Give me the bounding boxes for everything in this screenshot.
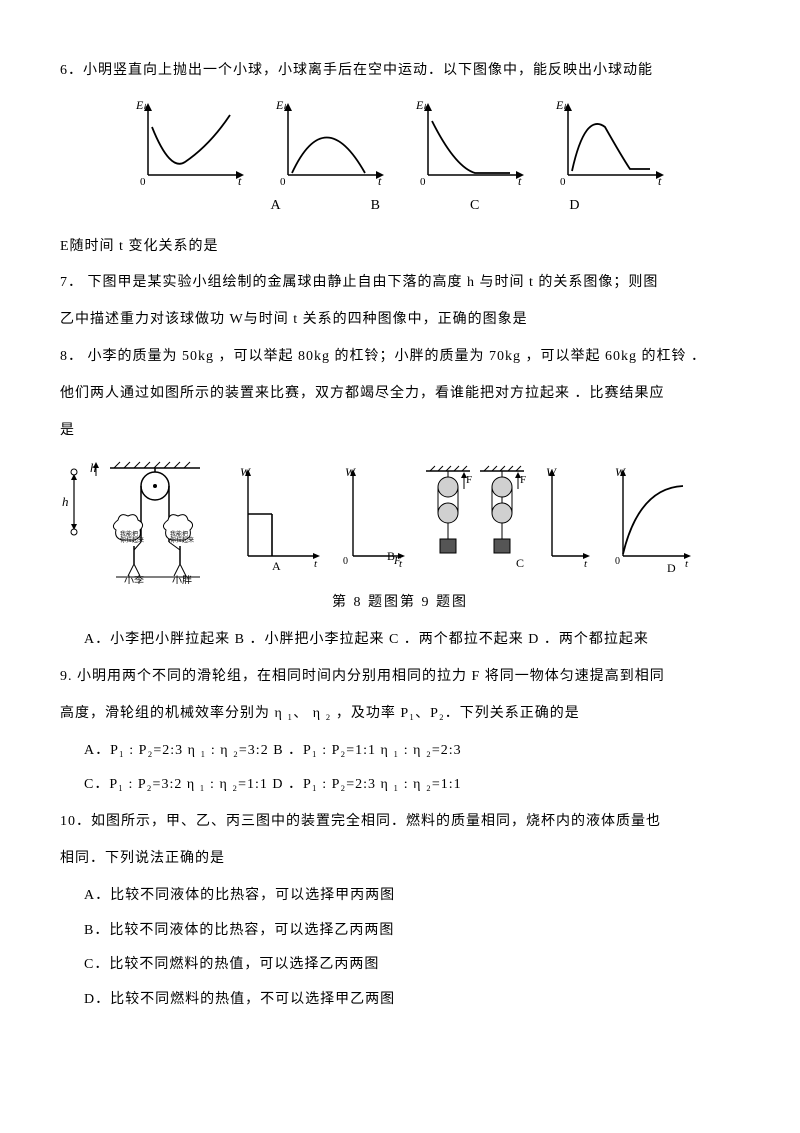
q6-graph-a: Eₖ 0 t: [130, 97, 250, 187]
svg-text:0: 0: [140, 176, 146, 187]
q6-label-d: D: [569, 191, 579, 222]
svg-text:我能把: 我能把: [170, 530, 188, 538]
q10-opt-a: A．比较不同液体的比热容，可以选择甲丙两图: [84, 881, 740, 912]
svg-text:C: C: [516, 556, 524, 570]
q6-label-a: A: [271, 191, 281, 222]
q8-left-diagram: h h 我能把 你拉起来 我能把: [60, 454, 220, 584]
q9-text: 9. 小明用两个不同的滑轮组，在相同时间内分别用相同的拉力 F 将同一物体匀速提…: [60, 662, 740, 693]
q10-opt-b: B．比较不同液体的比热容，可以选择乙丙两图: [84, 916, 740, 947]
q8-graph-a: W t A: [230, 464, 325, 574]
svg-text:0: 0: [615, 556, 620, 567]
svg-text:小李: 小李: [124, 574, 144, 584]
q8-pulley-pair: F F C: [420, 459, 530, 579]
svg-text:0: 0: [343, 556, 348, 567]
q10-text2: 相同．下列说法正确的是: [60, 844, 740, 875]
q8-options: A．小李把小胖拉起来 B ．小胖把小李拉起来 C ．两个都拉不起来 D ．两个都…: [60, 625, 740, 656]
q6-after: E随时间 t 变化关系的是: [60, 232, 740, 263]
svg-text:A: A: [272, 559, 281, 573]
svg-text:t: t: [584, 558, 588, 570]
q6-graph-c: Eₖ 0 t: [410, 97, 530, 187]
q6-graph-d: Eₖ 0 t: [550, 97, 670, 187]
q7-text2: 乙中描述重力对该球做功 W与时间 t 关系的四种图像中，正确的图象是: [60, 305, 740, 336]
q8-graph-d: W 0 t D: [605, 464, 700, 574]
q8-text: 8． 小李的质量为 50kg ，可以举起 80kg 的杠铃；小胖的质量为 70k…: [60, 342, 740, 373]
q10-text: 10．如图所示，甲、乙、丙三图中的装置完全相同．燃料的质量相同，烧杯内的液体质量…: [60, 807, 740, 838]
svg-text:F: F: [393, 555, 401, 567]
svg-text:0: 0: [420, 176, 426, 187]
svg-text:F: F: [520, 474, 526, 486]
q9-text2: 高度，滑轮组的机械效率分别为 η ₁、 η ₂ ，及功率 P₁、P₂．下列关系正…: [60, 699, 740, 730]
q9-opt-ab: A．P₁ : P₂=2:3 η ₁ : η ₂=3:2 B ．P₁ : P₂=1…: [84, 736, 740, 767]
svg-text:小胖: 小胖: [172, 575, 192, 584]
q7-text: 7． 下图甲是某实验小组绘制的金属球由静止自由下落的高度 h 与时间 t 的关系…: [60, 268, 740, 299]
svg-text:h: h: [62, 494, 69, 509]
svg-text:0: 0: [280, 176, 286, 187]
q6-label-c: C: [470, 191, 479, 222]
q6-figure-row: Eₖ 0 t Eₖ 0 t Eₖ 0 t Eₖ 0 t: [60, 97, 740, 187]
q8-text3: 是: [60, 416, 740, 447]
svg-text:W: W: [615, 465, 626, 479]
svg-text:D: D: [667, 561, 676, 574]
q10-opt-d: D．比较不同燃料的热值，不可以选择甲乙两图: [84, 985, 740, 1016]
svg-text:t: t: [685, 558, 689, 570]
svg-text:t: t: [314, 558, 318, 570]
q10-opt-c: C．比较不同燃料的热值，可以选择乙丙两图: [84, 950, 740, 981]
svg-text:F: F: [466, 474, 472, 486]
q6-label-b: B: [371, 191, 380, 222]
q8-graph-b: W t 0 B F: [335, 464, 410, 574]
svg-text:W: W: [345, 465, 356, 479]
q6-text: 6．小明竖直向上抛出一个小球，小球离手后在空中运动．以下图像中，能反映出小球动能: [60, 56, 740, 87]
svg-text:你拉起来: 你拉起来: [170, 536, 194, 544]
svg-text:0: 0: [560, 176, 566, 187]
q8-caption: 第 8 题图第 9 题图: [60, 588, 740, 619]
svg-text:W: W: [240, 465, 251, 479]
q8-figure-row: h h 我能把 你拉起来 我能把: [60, 454, 740, 584]
q9-opt-cd: C．P₁ : P₂=3:2 η ₁ : η ₂=1:1 D ．P₁ : P₂=2…: [84, 770, 740, 801]
svg-text:我能把: 我能把: [120, 530, 138, 538]
q8-text2: 他们两人通过如图所示的装置来比赛，双方都竭尽全力，看谁能把对方拉起来 ．比赛结果…: [60, 379, 740, 410]
q6-graph-b: Eₖ 0 t: [270, 97, 390, 187]
q8-graph-c: W t: [540, 464, 595, 574]
q6-panel-labels: A B C D: [60, 191, 740, 222]
